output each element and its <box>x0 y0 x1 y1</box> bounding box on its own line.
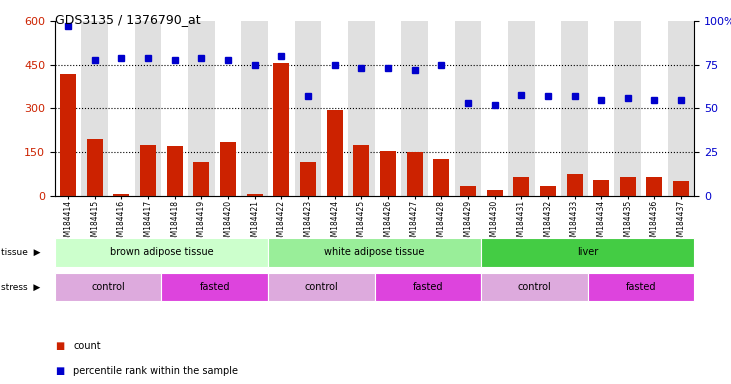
Bar <box>428 21 455 196</box>
Text: fasted: fasted <box>413 282 443 292</box>
Text: liver: liver <box>577 247 599 258</box>
Text: brown adipose tissue: brown adipose tissue <box>110 247 213 258</box>
Bar <box>668 21 694 196</box>
Bar <box>295 21 322 196</box>
Bar <box>348 21 374 196</box>
Bar <box>588 21 615 196</box>
Text: control: control <box>91 282 125 292</box>
Bar <box>487 190 502 196</box>
Bar <box>380 151 396 196</box>
Bar <box>327 110 343 196</box>
Bar <box>135 21 162 196</box>
Bar <box>646 177 662 196</box>
Text: control: control <box>304 282 338 292</box>
Bar <box>140 145 156 196</box>
Bar <box>673 181 689 196</box>
Bar <box>194 162 209 196</box>
Text: stress  ▶: stress ▶ <box>1 283 40 291</box>
Text: fasted: fasted <box>626 282 656 292</box>
Text: fasted: fasted <box>200 282 230 292</box>
Bar <box>540 185 556 196</box>
Bar <box>162 21 188 196</box>
Bar <box>641 21 668 196</box>
Bar <box>508 21 534 196</box>
Bar <box>406 152 423 196</box>
Bar <box>353 145 369 196</box>
Text: tissue  ▶: tissue ▶ <box>1 248 40 257</box>
Bar <box>55 21 81 196</box>
Bar <box>220 142 236 196</box>
Text: control: control <box>518 282 551 292</box>
Bar <box>513 177 529 196</box>
Bar <box>374 21 401 196</box>
Bar <box>215 21 241 196</box>
Bar <box>108 21 135 196</box>
Bar <box>113 194 129 196</box>
Bar <box>87 139 103 196</box>
Bar <box>273 63 289 196</box>
Bar <box>401 21 428 196</box>
Bar <box>615 21 641 196</box>
Bar <box>81 21 108 196</box>
Bar <box>593 180 609 196</box>
Bar <box>455 21 481 196</box>
Bar <box>246 194 262 196</box>
Bar <box>460 185 476 196</box>
Text: percentile rank within the sample: percentile rank within the sample <box>73 366 238 376</box>
Text: count: count <box>73 341 101 351</box>
Text: ■: ■ <box>55 366 64 376</box>
Bar <box>300 162 316 196</box>
Bar <box>60 74 76 196</box>
Bar <box>481 21 508 196</box>
Bar <box>561 21 588 196</box>
Text: white adipose tissue: white adipose tissue <box>325 247 425 258</box>
Text: GDS3135 / 1376790_at: GDS3135 / 1376790_at <box>55 13 200 26</box>
Text: ■: ■ <box>55 341 64 351</box>
Bar <box>268 21 295 196</box>
Bar <box>534 21 561 196</box>
Bar <box>241 21 268 196</box>
Bar <box>433 159 450 196</box>
Bar <box>188 21 215 196</box>
Bar <box>167 146 183 196</box>
Bar <box>567 174 583 196</box>
Bar <box>322 21 348 196</box>
Bar <box>620 177 636 196</box>
